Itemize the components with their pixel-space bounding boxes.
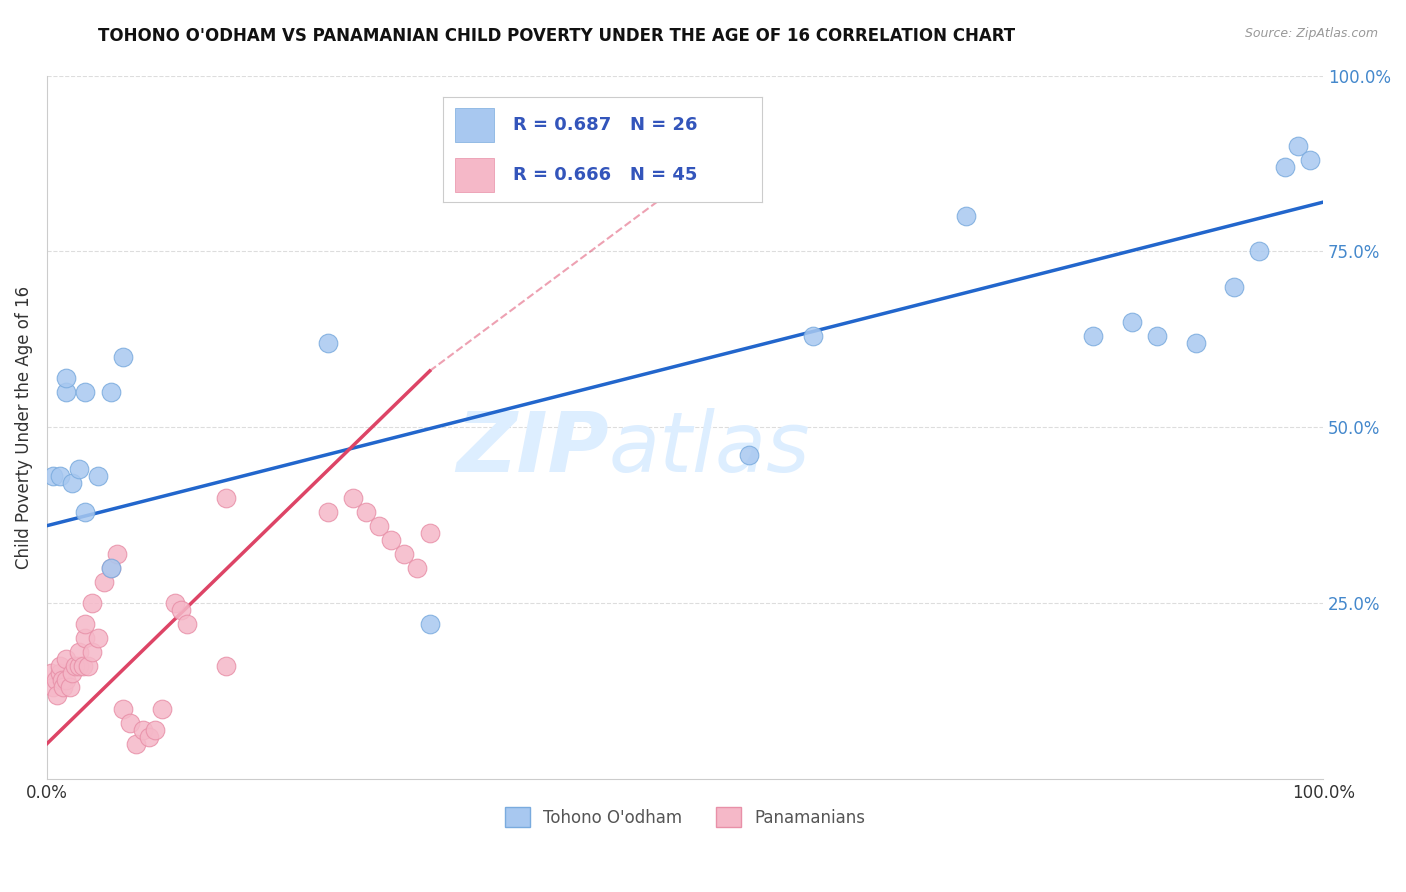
Point	[163, 596, 186, 610]
Point	[801, 328, 824, 343]
Point	[105, 547, 128, 561]
Point	[100, 561, 122, 575]
Point	[380, 533, 402, 547]
Point	[39, 666, 62, 681]
Point	[406, 561, 429, 575]
Point	[75, 617, 97, 632]
Point	[1121, 315, 1143, 329]
Point	[1146, 328, 1168, 343]
Point	[367, 518, 389, 533]
Point	[354, 505, 377, 519]
Point	[75, 632, 97, 646]
Point	[80, 596, 103, 610]
Point	[75, 385, 97, 400]
Text: ZIP: ZIP	[456, 408, 609, 489]
Point	[55, 385, 77, 400]
Point	[48, 659, 70, 673]
Point	[316, 505, 339, 519]
Point	[1249, 244, 1271, 259]
Point	[138, 730, 160, 744]
Point	[46, 688, 69, 702]
Point	[55, 673, 77, 688]
Point	[112, 350, 135, 364]
Point	[87, 632, 110, 646]
Point	[67, 659, 90, 673]
Point	[1083, 328, 1105, 343]
Point	[1184, 335, 1206, 350]
Point	[62, 666, 84, 681]
Point	[42, 681, 65, 695]
Point	[131, 723, 153, 737]
Text: TOHONO O'ODHAM VS PANAMANIAN CHILD POVERTY UNDER THE AGE OF 16 CORRELATION CHART: TOHONO O'ODHAM VS PANAMANIAN CHILD POVER…	[98, 27, 1015, 45]
Point	[170, 603, 193, 617]
Legend: Tohono O'odham, Panamanians: Tohono O'odham, Panamanians	[498, 800, 872, 834]
Point	[48, 666, 70, 681]
Point	[51, 673, 73, 688]
Point	[738, 448, 761, 462]
Text: atlas: atlas	[609, 408, 810, 489]
Point	[72, 659, 94, 673]
Point	[176, 617, 198, 632]
Point	[42, 469, 65, 483]
Point	[1286, 139, 1309, 153]
Point	[394, 547, 416, 561]
Point	[125, 737, 148, 751]
Point	[62, 476, 84, 491]
Point	[1274, 160, 1296, 174]
Point	[419, 525, 441, 540]
Point	[76, 659, 98, 673]
Point	[112, 701, 135, 715]
Point	[63, 659, 86, 673]
Y-axis label: Child Poverty Under the Age of 16: Child Poverty Under the Age of 16	[15, 285, 32, 569]
Point	[80, 645, 103, 659]
Point	[1223, 279, 1246, 293]
Point	[93, 574, 115, 589]
Point	[55, 371, 77, 385]
Point	[145, 723, 167, 737]
Point	[150, 701, 173, 715]
Point	[52, 681, 75, 695]
Point	[100, 561, 122, 575]
Point	[342, 491, 364, 505]
Point	[118, 715, 141, 730]
Text: Source: ZipAtlas.com: Source: ZipAtlas.com	[1244, 27, 1378, 40]
Point	[214, 491, 236, 505]
Point	[100, 385, 122, 400]
Point	[45, 673, 67, 688]
Point	[316, 335, 339, 350]
Point	[59, 681, 82, 695]
Point	[955, 209, 977, 223]
Point	[419, 617, 441, 632]
Point	[75, 505, 97, 519]
Point	[67, 462, 90, 476]
Point	[1299, 153, 1322, 167]
Point	[87, 469, 110, 483]
Point	[55, 652, 77, 666]
Point	[67, 645, 90, 659]
Point	[48, 469, 70, 483]
Point	[214, 659, 236, 673]
